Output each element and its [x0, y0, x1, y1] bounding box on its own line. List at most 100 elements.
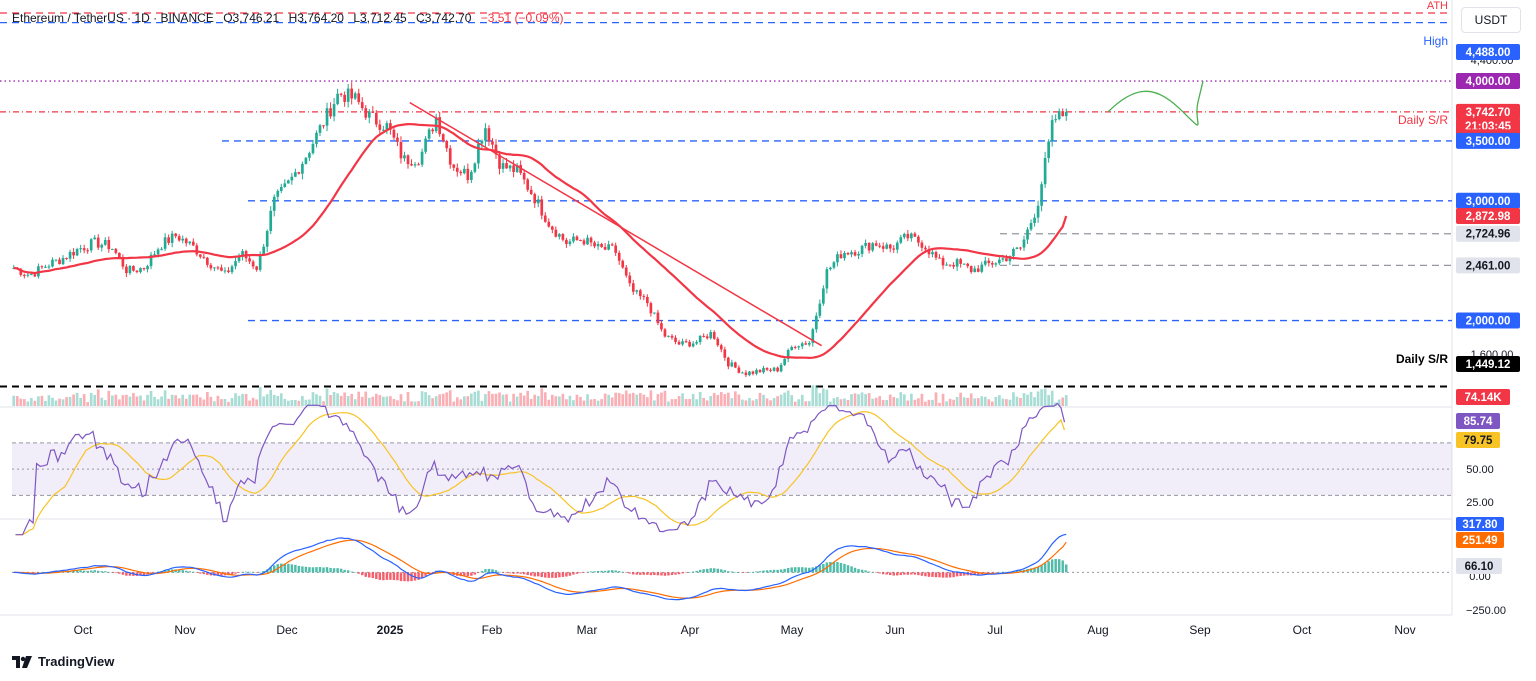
candle-body	[561, 234, 565, 240]
candle-body	[536, 199, 540, 204]
macd-hist-bar	[304, 566, 308, 573]
candle-body	[251, 261, 255, 267]
tradingview-logo[interactable]: TradingView	[12, 654, 114, 669]
candle-body	[670, 335, 674, 338]
macd-hist-bar	[473, 572, 477, 575]
volume-bar	[75, 392, 79, 406]
macd-hist-bar	[927, 572, 931, 577]
candle-body	[473, 163, 477, 172]
macd-hist-bar	[54, 571, 58, 573]
volume-bar	[800, 394, 804, 406]
volume-bar	[924, 401, 927, 406]
volume-bar	[603, 393, 607, 406]
candle-body	[382, 129, 385, 131]
volume-bar	[797, 399, 801, 406]
volume-bar	[107, 390, 111, 406]
macd-hist-bar	[987, 572, 991, 574]
macd-hist-bar	[881, 572, 885, 575]
currency-button[interactable]: USDT	[1461, 7, 1521, 33]
volume-bar	[765, 398, 769, 406]
volume-bar	[255, 399, 258, 406]
candle-body	[308, 153, 311, 158]
volume-bar	[505, 394, 508, 406]
volume-bar	[58, 398, 61, 406]
candle-body	[881, 246, 885, 249]
macd-hist-bar	[713, 568, 716, 573]
candle-body	[695, 342, 698, 344]
candle-body	[994, 263, 998, 265]
candle-body	[378, 124, 382, 130]
volume-bar	[417, 401, 420, 406]
macd-hist-bar	[822, 564, 825, 573]
volume-bar	[519, 392, 522, 406]
candle-body	[1061, 111, 1065, 117]
volume-bar	[286, 400, 290, 406]
macd-hist-bar	[755, 571, 758, 573]
macd-hist-bar	[107, 571, 111, 573]
candle-body	[864, 242, 867, 246]
volume-bar	[776, 396, 779, 406]
volume-bar	[846, 399, 850, 406]
volume-bar	[1061, 397, 1065, 406]
macd-hist-bar	[1054, 559, 1057, 573]
macd-hist-bar	[558, 572, 561, 578]
macd-hist-bar	[202, 572, 206, 575]
macd-hist-bar	[632, 572, 635, 575]
candle-body	[188, 241, 192, 244]
volume-bar	[948, 398, 952, 406]
macd-hist-bar	[716, 568, 719, 573]
volume-bar	[459, 399, 463, 406]
macd-hist-bar	[649, 572, 653, 576]
volume-bar	[410, 401, 413, 406]
macd-hist-bar	[494, 570, 498, 573]
macd-hist-bar	[357, 572, 360, 574]
volume-bar	[998, 395, 1001, 406]
time-tick: Sep	[1189, 623, 1211, 637]
macd-hist-bar	[991, 572, 994, 573]
volume-bar	[990, 401, 994, 406]
candle-body	[258, 254, 262, 270]
volume-bar	[350, 393, 354, 406]
price-tag: 2,000.00	[1456, 312, 1520, 329]
macd-hist-bar	[734, 571, 737, 573]
macd-hist-bar	[519, 572, 522, 574]
candle-body	[184, 238, 188, 244]
candle-body	[346, 88, 350, 102]
volume-bar	[864, 394, 867, 406]
volume-bar	[399, 394, 403, 406]
candle-body	[75, 249, 79, 256]
volume-bar	[959, 392, 962, 406]
candle-body	[33, 274, 37, 277]
volume-bar	[614, 392, 618, 406]
macd-hist-bar	[765, 570, 769, 573]
volume-bar	[902, 394, 906, 406]
volume-bar	[526, 390, 530, 406]
candle-body	[1033, 217, 1036, 224]
volume-bar	[118, 399, 121, 406]
candle-body	[100, 244, 104, 248]
candle-body	[487, 128, 491, 142]
price-candles	[12, 82, 1068, 378]
high-label: High	[1423, 34, 1448, 48]
candle-body	[241, 251, 244, 258]
candle-body	[762, 367, 765, 373]
candle-body	[353, 93, 357, 99]
volume-bar	[353, 399, 357, 406]
macd-hist-bar	[389, 572, 392, 580]
symbol-title[interactable]: Ethereum / TetherUS · 1D · BINANCE	[12, 11, 214, 25]
volume-bar	[660, 392, 663, 406]
candle-body	[709, 332, 713, 339]
volume-bar	[79, 398, 82, 406]
volume-bar	[1047, 394, 1050, 406]
macd-hist-bar	[910, 572, 913, 575]
macd-hist-bar	[522, 572, 526, 575]
macd-hist-bar	[498, 571, 501, 573]
volume-bar	[529, 398, 533, 406]
volume-bar	[716, 395, 720, 406]
volume-bar	[12, 395, 16, 406]
candle-body	[772, 367, 776, 371]
candle-body	[712, 332, 716, 339]
macd-hist-bar	[318, 567, 322, 573]
candle-body	[980, 264, 984, 272]
